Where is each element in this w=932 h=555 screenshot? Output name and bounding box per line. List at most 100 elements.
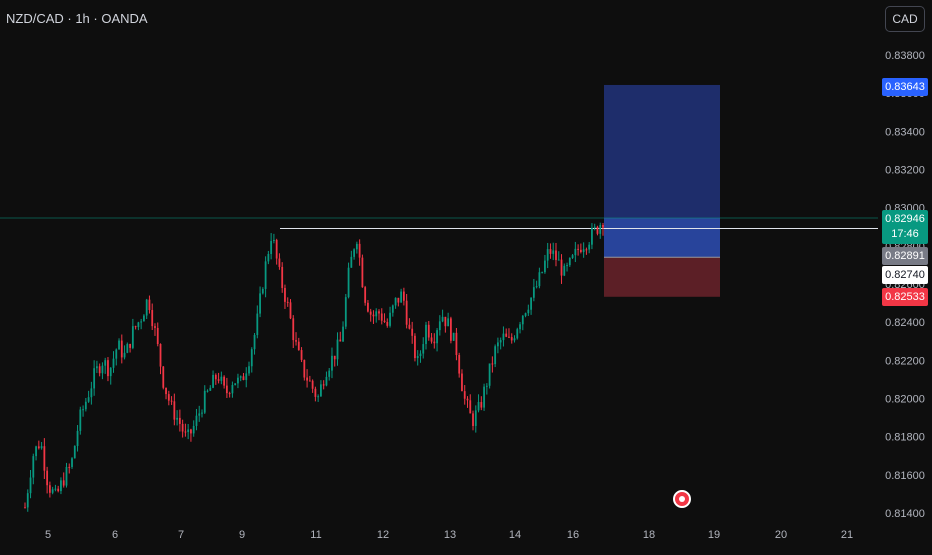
- entry-price-tag: 0.82740: [882, 266, 928, 284]
- candle-body: [264, 261, 267, 289]
- candle-body: [154, 326, 156, 328]
- candle-body: [137, 322, 140, 328]
- candle-body: [118, 340, 120, 350]
- candle-body: [386, 321, 389, 326]
- bar-countdown: 17:46: [891, 228, 919, 240]
- candle-body: [566, 265, 568, 267]
- currency-button[interactable]: CAD: [885, 6, 925, 32]
- candle-body: [159, 344, 162, 367]
- x-tick-label: 21: [841, 529, 853, 541]
- candle-body: [87, 397, 90, 402]
- candle-body: [165, 387, 167, 395]
- candle-body: [190, 429, 192, 434]
- candle-body: [477, 401, 480, 411]
- candle-body: [76, 430, 79, 446]
- candle-body: [380, 313, 383, 321]
- candle-body: [98, 366, 101, 374]
- candle-body: [203, 390, 206, 413]
- candle-body: [71, 458, 73, 467]
- x-tick-label: 9: [239, 529, 245, 541]
- candle-body: [538, 272, 541, 287]
- candle-body: [521, 315, 524, 325]
- candle-body: [416, 356, 419, 359]
- candle-body: [414, 335, 416, 359]
- candle-body: [148, 299, 151, 311]
- candle-body: [217, 379, 220, 381]
- candle-body: [582, 249, 585, 253]
- candle-body: [295, 340, 297, 342]
- candle-body: [115, 349, 118, 359]
- stop-price-tag: 0.82533: [882, 288, 928, 306]
- candle-body: [485, 385, 488, 387]
- candle-body: [68, 466, 71, 468]
- candle-body: [303, 359, 306, 378]
- candle-body: [267, 253, 270, 262]
- x-tick-label: 14: [509, 529, 521, 541]
- candle-body: [96, 366, 98, 369]
- candle-body: [588, 244, 591, 250]
- candle-body: [510, 337, 513, 341]
- candle-body: [546, 249, 549, 261]
- candle-body: [568, 257, 571, 266]
- candle-body: [593, 226, 596, 228]
- candle-body: [90, 388, 93, 398]
- candle-body: [209, 387, 212, 391]
- candle-body: [383, 320, 386, 322]
- candle-body: [131, 326, 134, 348]
- candle-body: [516, 329, 519, 339]
- candle-body: [140, 321, 143, 323]
- candle-body: [109, 367, 112, 377]
- candle-body: [250, 349, 253, 367]
- x-tick-label: 12: [377, 529, 389, 541]
- candle-body: [333, 355, 336, 360]
- candle-body: [145, 299, 148, 316]
- level-price-tag: 0.82891: [882, 247, 928, 265]
- candle-body: [195, 415, 198, 426]
- candle-body: [563, 265, 566, 276]
- candle-body: [591, 227, 593, 245]
- candle-body: [527, 309, 530, 314]
- candle-body: [181, 423, 184, 432]
- candle-body: [173, 401, 176, 420]
- candle-body: [342, 326, 344, 342]
- candle-body: [156, 327, 159, 345]
- candle-body: [46, 470, 49, 486]
- candle-body: [225, 385, 228, 394]
- candle-body: [436, 330, 438, 344]
- economic-event-icon[interactable]: [673, 490, 691, 508]
- candle-body: [201, 412, 203, 414]
- candle-body: [286, 301, 289, 303]
- candle-body: [369, 311, 372, 315]
- candle-body: [167, 394, 170, 401]
- candle-body: [419, 353, 422, 357]
- candle-body: [408, 324, 411, 329]
- candle-body: [214, 374, 217, 380]
- open-pnl-zone: [604, 217, 720, 258]
- candle-body: [355, 243, 358, 250]
- candle-body: [544, 260, 546, 273]
- candle-body: [261, 288, 264, 294]
- candle-body: [441, 316, 444, 322]
- candle-body: [220, 376, 223, 381]
- x-tick-label: 16: [567, 529, 579, 541]
- y-tick-label: 0.83400: [885, 126, 925, 138]
- y-tick-label: 0.83800: [885, 50, 925, 62]
- candle-body: [93, 368, 96, 389]
- candle-body: [311, 380, 314, 389]
- candle-body: [438, 321, 441, 331]
- candle-body: [557, 259, 560, 261]
- candle-body: [367, 302, 369, 312]
- candle-body: [300, 350, 303, 360]
- candle-body: [308, 380, 311, 382]
- candle-body: [26, 493, 29, 508]
- candle-body: [120, 340, 123, 358]
- candle-body: [499, 340, 502, 343]
- candle-body: [350, 256, 353, 268]
- candle-body: [51, 489, 54, 493]
- candle-body: [317, 396, 320, 398]
- candle-body: [253, 335, 256, 350]
- y-tick-label: 0.81600: [885, 470, 925, 482]
- candle-body: [472, 413, 474, 426]
